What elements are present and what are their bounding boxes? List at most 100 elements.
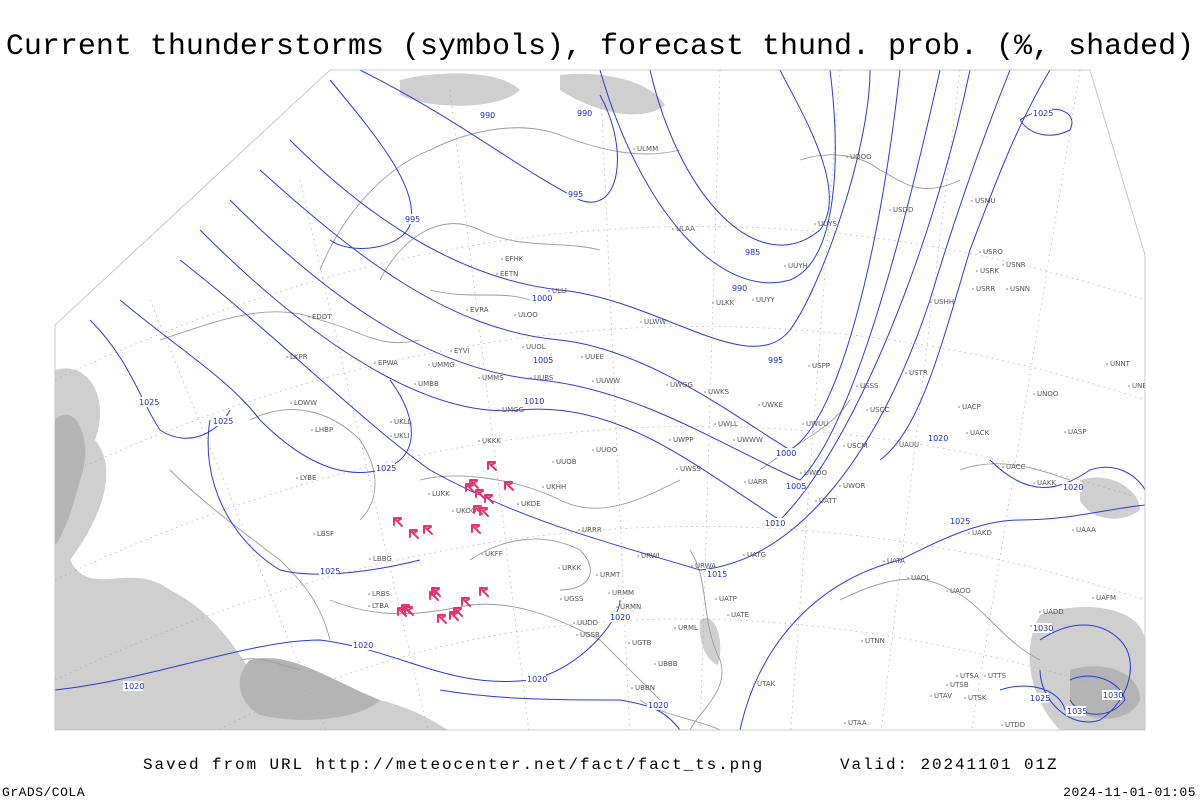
- station-dot: [368, 593, 370, 595]
- isobar-label-bg: [1066, 706, 1086, 716]
- station-dot: [946, 590, 948, 592]
- station-label: UTDD: [1005, 721, 1025, 729]
- station-label: USDD: [893, 206, 913, 214]
- isobar-label: 985: [745, 248, 760, 257]
- station-dot: [654, 663, 656, 665]
- station-dot: [560, 598, 562, 600]
- timestamp: 2024-11-01-01:05: [1063, 785, 1196, 800]
- station-dot: [517, 503, 519, 505]
- isobar-label-bg: [352, 640, 372, 650]
- station-label: URKK: [562, 564, 582, 572]
- station-label: ULWW: [644, 318, 666, 326]
- station-dot: [669, 439, 671, 441]
- station-label: UWGG: [670, 381, 693, 389]
- isobar-label: 1030: [1103, 691, 1123, 700]
- station-label: UMMG: [432, 361, 455, 369]
- station-label: UWKE: [762, 401, 783, 409]
- station-dot: [956, 675, 958, 677]
- source-url: Saved from URL http://meteocenter.net/fa…: [143, 756, 764, 774]
- station-label: UATE: [731, 611, 749, 619]
- station-dot: [846, 156, 848, 158]
- station-label: UACC: [1006, 463, 1026, 471]
- station-dot: [758, 404, 760, 406]
- isobar-label: 1010: [524, 397, 544, 406]
- station-dot: [972, 288, 974, 290]
- isobar-label-bg: [526, 674, 546, 684]
- isobar-label-bg: [647, 700, 667, 710]
- station-label: UTTS: [988, 672, 1007, 680]
- isobar-label: 1025: [1033, 109, 1053, 118]
- station-dot: [715, 598, 717, 600]
- station-label: UWPP: [673, 436, 694, 444]
- station-label: UATA: [887, 557, 905, 565]
- station-label: UUYH: [788, 262, 808, 270]
- station-label: UUBS: [534, 374, 554, 382]
- station-dot: [968, 532, 970, 534]
- station-label: URMM: [612, 589, 634, 597]
- isobar-label: 990: [732, 284, 747, 293]
- isobars: [55, 70, 1145, 730]
- isobar-label-bg: [319, 566, 339, 576]
- station-dot: [752, 299, 754, 301]
- station-label: UNOO: [1037, 390, 1059, 398]
- credit: GrADS/COLA: [2, 785, 85, 800]
- station-label: UKKK: [482, 437, 501, 445]
- isobar-label-bg: [212, 416, 232, 426]
- station-dot: [628, 642, 630, 644]
- thunderstorm-symbol: [404, 606, 414, 616]
- thunderstorm-symbol: [504, 481, 514, 491]
- station-dot: [1128, 385, 1130, 387]
- station-dot: [930, 301, 932, 303]
- isobar-label-bg: [1029, 693, 1049, 703]
- station-dot: [727, 614, 729, 616]
- station-dot: [958, 406, 960, 408]
- station-label: LBSF: [317, 530, 334, 538]
- isobar-label: 1020: [648, 701, 668, 710]
- isobar-label: 1025: [950, 517, 970, 526]
- isobar-label: 1035: [1067, 707, 1087, 716]
- station-dot: [414, 383, 416, 385]
- station-dot: [1033, 482, 1035, 484]
- station-dot: [558, 567, 560, 569]
- station-label: EYVI: [454, 347, 470, 355]
- station-dot: [616, 606, 618, 608]
- isobar-label-bg: [138, 397, 158, 407]
- isobar-label-bg: [523, 396, 543, 406]
- isobar-label: 1020: [610, 613, 630, 622]
- isobar-label-bg: [123, 681, 143, 691]
- station-label: ULAA: [676, 225, 695, 233]
- station-dot: [843, 445, 845, 447]
- station-labels: EFHK EETN ULLI EVRA ULOO UKKK UMMS UUEE UUWW UWGG…: [286, 145, 1145, 729]
- title: Current thunderstorms (symbols), forecas…: [6, 30, 1194, 64]
- station-dot: [856, 385, 858, 387]
- station-label: LYBE: [300, 474, 316, 482]
- station-dot: [608, 592, 610, 594]
- station-dot: [691, 565, 693, 567]
- station-dot: [966, 432, 968, 434]
- station-label: UAOO: [950, 587, 971, 595]
- thunderstorm-symbol: [465, 483, 475, 493]
- station-dot: [313, 533, 315, 535]
- isobar-label: 1005: [533, 356, 553, 365]
- isobar-label-bg: [404, 214, 424, 224]
- thunderstorm-symbol: [393, 517, 403, 527]
- thunderstorm-symbol: [429, 591, 439, 601]
- thunderstorm-symbol: [397, 607, 407, 617]
- station-dot: [1064, 431, 1066, 433]
- station-dot: [844, 722, 846, 724]
- isobar-label-bg: [706, 569, 726, 579]
- station-label: USNN: [1010, 285, 1030, 293]
- station-dot: [1039, 611, 1041, 613]
- station-dot: [744, 481, 746, 483]
- station-dot: [478, 377, 480, 379]
- station-dot: [672, 228, 674, 230]
- isobar-label: 1020: [124, 682, 144, 691]
- station-label: UWKS: [708, 388, 730, 396]
- station-dot: [428, 493, 430, 495]
- station-dot: [296, 477, 298, 479]
- station-label: UTNN: [865, 637, 885, 645]
- station-label: UAFM: [1096, 594, 1116, 602]
- thunderstorm-symbol: [487, 461, 497, 471]
- thunderstorm-symbol: [453, 607, 463, 617]
- station-dot: [390, 421, 392, 423]
